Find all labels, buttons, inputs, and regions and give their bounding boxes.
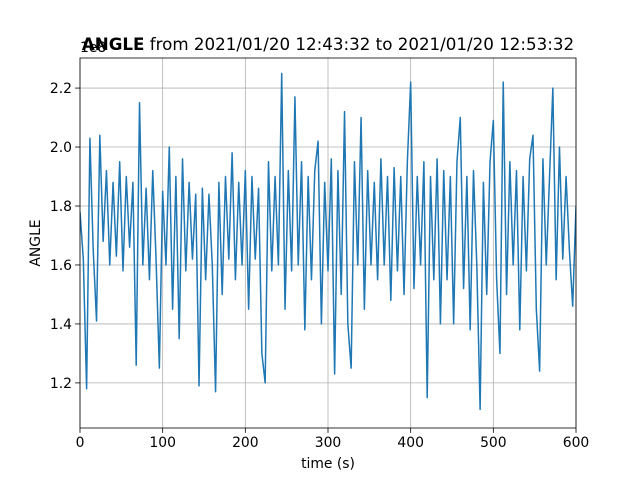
y-tick-label: 1.8 xyxy=(50,199,72,215)
title-rest: from 2021/01/20 12:43:32 to 2021/01/20 1… xyxy=(144,34,574,54)
y-tick-label: 2.0 xyxy=(50,140,72,156)
data-line xyxy=(80,72,576,411)
y-tick-label: 1.4 xyxy=(50,317,72,333)
y-tick-label: 2.2 xyxy=(50,81,72,97)
y-tick-label: 1.6 xyxy=(50,258,72,274)
x-tick-label: 600 xyxy=(563,435,590,451)
x-tick-label: 300 xyxy=(315,435,342,451)
plot-frame xyxy=(79,57,577,429)
title-bold: ANGLE xyxy=(82,34,145,54)
y-tick-label: 1.2 xyxy=(50,376,72,392)
x-tick-label: 200 xyxy=(232,435,259,451)
x-tick-label: 500 xyxy=(480,435,507,451)
x-tick-label: 100 xyxy=(149,435,176,451)
x-axis-label: time (s) xyxy=(301,456,355,472)
chart-title: ANGLE from 2021/01/20 12:43:32 to 2021/0… xyxy=(82,34,574,54)
x-tick-label: 400 xyxy=(397,435,424,451)
offset-label: 1e8 xyxy=(80,40,106,56)
y-axis-label: ANGLE xyxy=(28,219,44,266)
x-tick-label: 0 xyxy=(76,435,85,451)
